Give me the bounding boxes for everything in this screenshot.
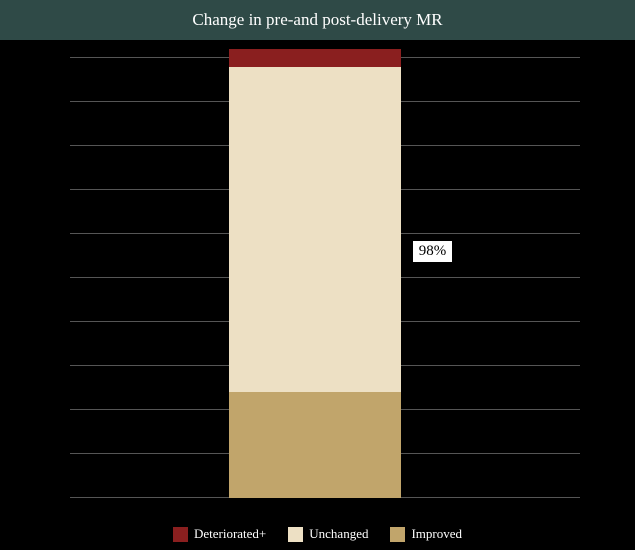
legend-item: Deteriorated+	[173, 526, 266, 542]
legend-label: Deteriorated+	[194, 526, 266, 542]
legend-swatch	[288, 527, 303, 542]
chart-title: Change in pre-and post-delivery MR	[192, 10, 442, 30]
legend-label: Improved	[411, 526, 462, 542]
segment-deteriorated	[229, 49, 401, 67]
bar-stack	[229, 49, 401, 498]
legend-label: Unchanged	[309, 526, 368, 542]
annotation-label: 98%	[413, 241, 453, 262]
legend: Deteriorated+ Unchanged Improved	[0, 526, 635, 542]
legend-swatch	[173, 527, 188, 542]
legend-item: Unchanged	[288, 526, 368, 542]
chart-container: Change in pre-and post-delivery MR 98% D…	[0, 0, 635, 550]
legend-item: Improved	[390, 526, 462, 542]
segment-improved	[229, 392, 401, 498]
plot-area: 98%	[70, 58, 580, 498]
title-bar: Change in pre-and post-delivery MR	[0, 0, 635, 40]
segment-unchanged	[229, 67, 401, 393]
legend-swatch	[390, 527, 405, 542]
